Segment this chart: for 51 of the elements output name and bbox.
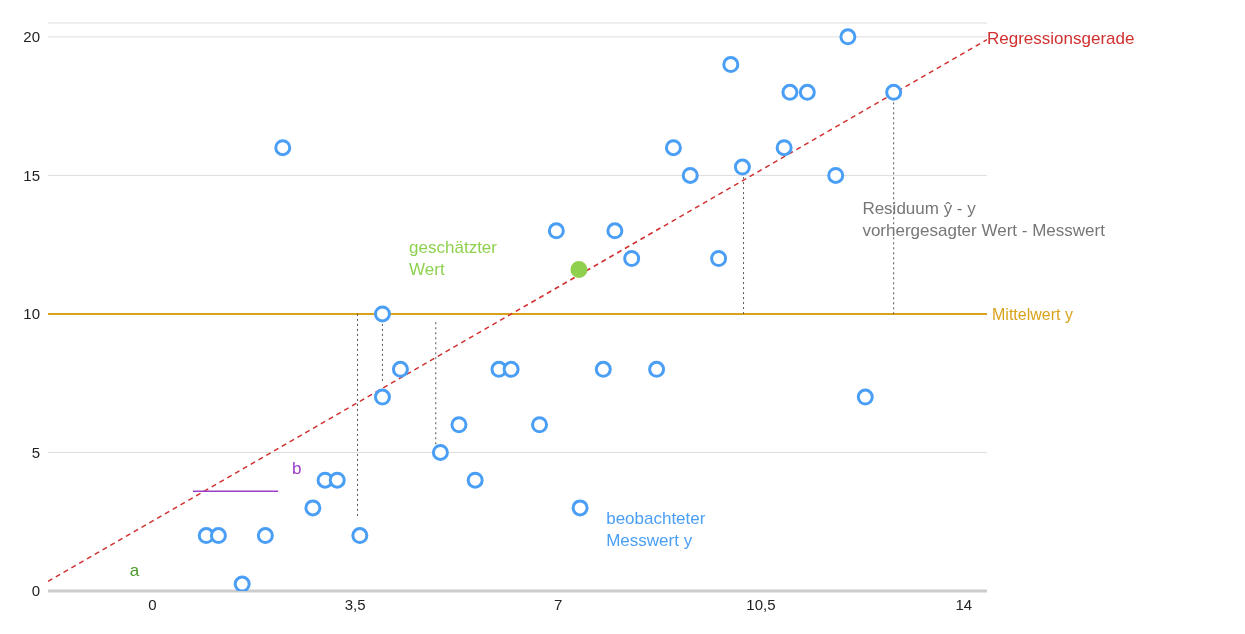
y-tick-label: 20 (23, 28, 40, 46)
point (391, 360, 409, 378)
point (664, 139, 682, 157)
x-tick-label: 10,5 (746, 595, 776, 613)
point (839, 28, 857, 46)
point (856, 388, 874, 406)
annotation: a (129, 561, 140, 581)
point (798, 83, 816, 101)
point (681, 166, 699, 184)
y-tick-label: 0 (31, 582, 40, 600)
point (547, 222, 565, 240)
annotation: b (292, 459, 302, 479)
y-tick-label: 10 (23, 305, 40, 323)
point (304, 499, 322, 517)
point (274, 139, 292, 157)
point (606, 222, 624, 240)
annotation: Regressionsgerade (987, 29, 1135, 49)
x-tick-label: 3,5 (344, 595, 366, 613)
annotation: beobachteter Messwert y (606, 509, 706, 551)
point (827, 166, 845, 184)
x-tick-label: 0 (148, 595, 157, 613)
point (373, 305, 391, 323)
point (233, 575, 251, 591)
point (431, 443, 449, 461)
point (450, 416, 468, 434)
point (623, 250, 641, 268)
point (710, 250, 728, 268)
point (722, 56, 740, 74)
point (502, 360, 520, 378)
point (531, 416, 549, 434)
point (328, 471, 346, 489)
point (373, 388, 391, 406)
x-tick-label: 14 (955, 595, 973, 613)
point (571, 499, 589, 517)
annotation: geschätzter Wert (409, 238, 498, 279)
point (594, 360, 612, 378)
point (775, 139, 793, 157)
point (570, 261, 588, 279)
point (781, 83, 799, 101)
point (885, 83, 903, 101)
y-tick-label: 15 (23, 166, 40, 184)
point (209, 527, 227, 545)
annotation: Residuum ŷ - y vorhergesagter Wert - Messwert (862, 199, 1106, 241)
point (733, 158, 751, 176)
point (351, 527, 369, 545)
point (648, 360, 666, 378)
x-tick-label: 7 (553, 595, 563, 613)
y-tick-label: 5 (31, 443, 40, 461)
ref-line-label: Mittelwert y (992, 305, 1073, 323)
point (256, 527, 274, 545)
point (466, 471, 484, 489)
